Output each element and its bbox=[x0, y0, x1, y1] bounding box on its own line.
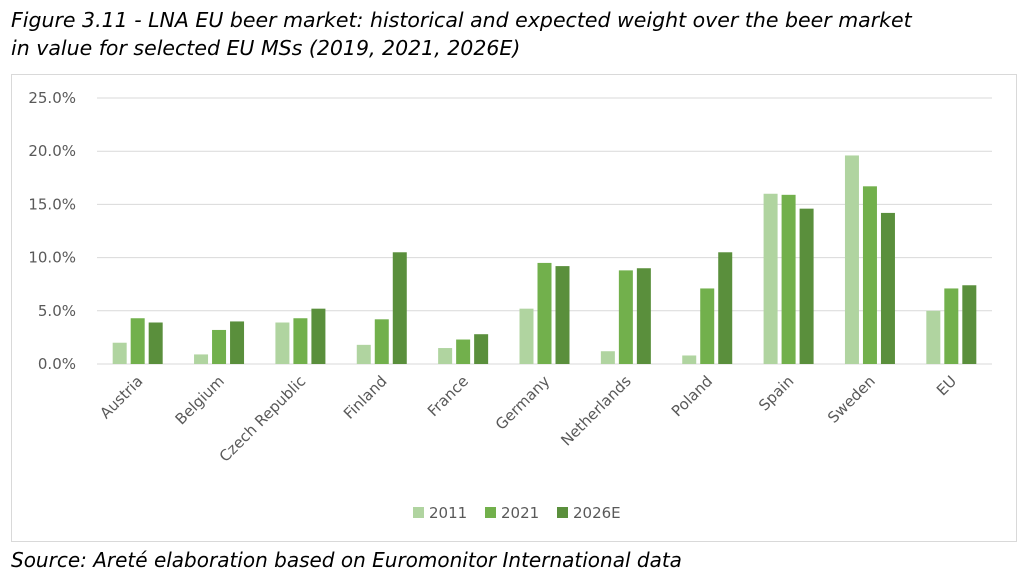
bar-2011-spain bbox=[763, 193, 778, 364]
y-tick-label: 20.0% bbox=[28, 142, 76, 160]
legend-label-2021: 2021 bbox=[501, 504, 539, 522]
bar-2021-netherlands bbox=[618, 270, 633, 364]
legend-swatch-2026E bbox=[557, 507, 568, 518]
legend-swatch-2011 bbox=[413, 507, 424, 518]
x-category-label: Poland bbox=[668, 372, 716, 420]
bar-2026E-netherlands bbox=[636, 268, 651, 364]
bar-2021-austria bbox=[130, 318, 145, 364]
figure-title-line2: in value for selected EU MSs (2019, 2021… bbox=[11, 36, 521, 60]
figure-title-line1: Figure 3.11 - LNA EU beer market: histor… bbox=[11, 8, 912, 32]
bars bbox=[112, 155, 977, 364]
bar-2011-germany bbox=[519, 308, 534, 364]
source-note: Source: Areté elaboration based on Eurom… bbox=[11, 548, 682, 572]
bar-2021-spain bbox=[781, 194, 796, 364]
bar-2026E-germany bbox=[555, 266, 570, 364]
y-tick-label: 15.0% bbox=[28, 195, 76, 213]
y-tick-label: 5.0% bbox=[38, 302, 76, 320]
bar-2011-netherlands bbox=[600, 351, 615, 364]
x-category-label: Germany bbox=[492, 372, 554, 434]
y-tick-label: 0.0% bbox=[38, 355, 76, 373]
bar-2026E-spain bbox=[799, 208, 814, 364]
bar-2021-germany bbox=[537, 262, 552, 364]
bar-2021-france bbox=[456, 339, 471, 364]
y-tick-label: 25.0% bbox=[28, 89, 76, 107]
x-category-label: France bbox=[424, 372, 472, 420]
legend-label-2011: 2011 bbox=[429, 504, 467, 522]
x-category-label: Belgium bbox=[172, 372, 228, 428]
x-category-label: Austria bbox=[96, 372, 146, 422]
bar-2026E-sweden bbox=[880, 212, 895, 364]
x-category-label: Netherlands bbox=[557, 372, 635, 450]
x-category-label: Finland bbox=[340, 372, 391, 423]
bar-2011-belgium bbox=[194, 354, 209, 364]
bar-2021-poland bbox=[700, 288, 715, 364]
bar-2011-austria bbox=[112, 342, 127, 364]
bar-2011-sweden bbox=[844, 155, 859, 364]
x-category-label: EU bbox=[933, 372, 960, 399]
x-category-label: Sweden bbox=[824, 372, 879, 427]
bar-2021-sweden bbox=[862, 186, 877, 364]
bar-2021-eu bbox=[944, 288, 959, 364]
bar-2011-eu bbox=[926, 310, 941, 364]
bar-2021-czech-republic bbox=[293, 318, 308, 364]
bar-2021-belgium bbox=[212, 329, 227, 364]
x-category-label: Spain bbox=[755, 372, 797, 414]
bar-2011-czech-republic bbox=[275, 322, 290, 364]
bar-2026E-belgium bbox=[230, 321, 245, 364]
figure-title: Figure 3.11 - LNA EU beer market: histor… bbox=[11, 6, 1021, 62]
bar-2011-finland bbox=[356, 344, 371, 364]
legend-label-2026E: 2026E bbox=[573, 504, 621, 522]
y-axis-ticks: 0.0% 5.0% 10.0% 15.0% 20.0% 25.0% bbox=[28, 89, 76, 373]
bar-2026E-finland bbox=[392, 252, 407, 364]
bar-2026E-czech-republic bbox=[311, 308, 326, 364]
bar-2026E-eu bbox=[962, 285, 977, 364]
y-tick-label: 10.0% bbox=[28, 249, 76, 267]
bar-2021-finland bbox=[374, 319, 389, 364]
x-category-label: Czech Republic bbox=[216, 372, 309, 465]
bar-2011-poland bbox=[682, 355, 697, 364]
bar-2026E-france bbox=[474, 334, 489, 364]
bar-2026E-austria bbox=[148, 322, 163, 364]
bar-2026E-poland bbox=[718, 252, 733, 364]
legend: 2011 2021 2026E bbox=[413, 504, 621, 522]
legend-swatch-2021 bbox=[485, 507, 496, 518]
bar-2011-france bbox=[438, 348, 453, 364]
